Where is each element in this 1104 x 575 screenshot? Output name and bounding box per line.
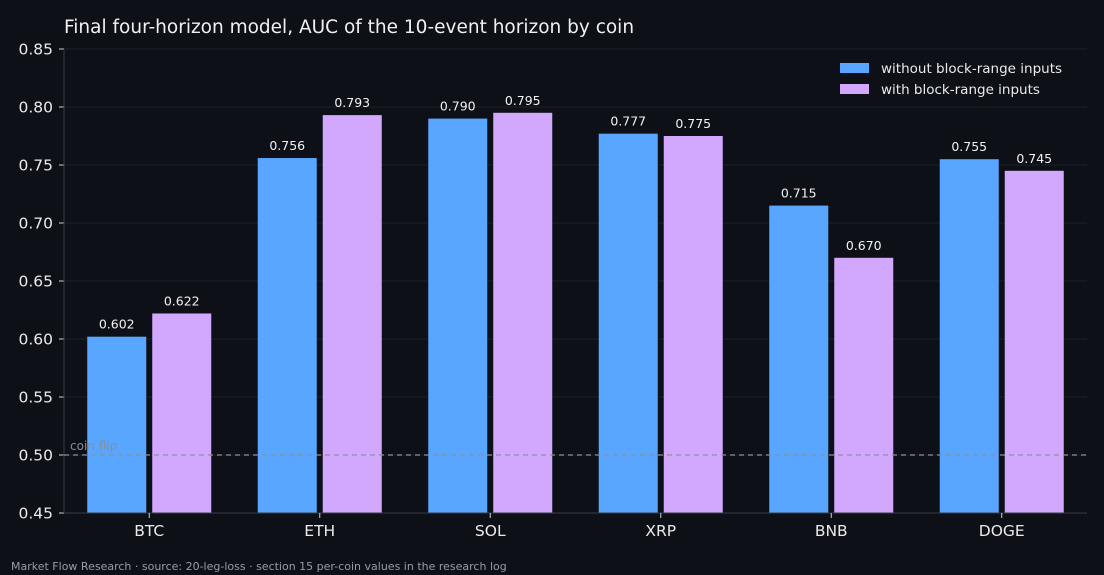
x-tick-label: BNB [815, 522, 848, 540]
x-tick-label: DOGE [979, 522, 1025, 540]
legend-swatch [840, 63, 869, 73]
y-tick-label: 0.55 [18, 389, 53, 407]
data-label: 0.715 [781, 186, 817, 201]
data-label: 0.755 [951, 139, 987, 154]
footer-note: Market Flow Research · source: 20-leg-lo… [11, 560, 507, 573]
x-tick-label: SOL [475, 522, 506, 540]
x-tick-label: BTC [134, 522, 164, 540]
bar-bnb-without [769, 205, 829, 513]
coin-flip-reference: coin flip [64, 439, 1087, 456]
bars: 0.602 0.622 0.756 0.793 0.790 0.795 0.777 0.775… [87, 93, 1064, 514]
bar-eth-without [257, 158, 317, 514]
y-tick-label: 0.60 [18, 331, 53, 349]
grid-lines [64, 48, 1087, 514]
bar-sol-with [493, 112, 553, 514]
bar-sol-without [428, 118, 488, 513]
bar-doge-without [939, 159, 999, 513]
axes: 0.45 0.50 0.55 0.60 0.65 0.70 0.75 0.80 0.85 BTC E… [18, 41, 1087, 540]
y-tick-label: 0.70 [18, 215, 53, 233]
chart-title: Final four-horizon model, AUC of the 10-… [64, 17, 634, 38]
data-label: 0.756 [269, 138, 305, 153]
bar-xrp-without [598, 133, 658, 513]
coin-flip-label: coin flip [70, 439, 117, 453]
bar-xrp-with [663, 136, 723, 513]
bar-eth-with [322, 115, 382, 514]
bar-btc-with [152, 313, 212, 513]
data-label: 0.790 [440, 99, 476, 114]
legend-swatch [840, 84, 869, 94]
data-label: 0.777 [610, 114, 646, 129]
x-tick-label: ETH [304, 522, 335, 540]
y-tick-label: 0.50 [18, 447, 53, 465]
bar-bnb-with [834, 257, 894, 513]
bar-doge-with [1004, 170, 1064, 514]
legend-label: without block-range inputs [881, 61, 1062, 77]
data-label: 0.602 [99, 317, 135, 332]
legend: without block-range inputs with block-ran… [840, 61, 1062, 98]
legend-label: with block-range inputs [881, 82, 1040, 98]
y-tick-label: 0.65 [18, 273, 53, 291]
data-label: 0.775 [675, 116, 711, 131]
data-label: 0.793 [334, 95, 370, 110]
data-label: 0.795 [505, 93, 541, 108]
data-label: 0.622 [164, 293, 200, 308]
bar-btc-without [87, 336, 147, 513]
y-tick-label: 0.75 [18, 157, 53, 175]
y-tick-label: 0.85 [18, 41, 53, 59]
y-tick-label: 0.80 [18, 99, 53, 117]
y-tick-label: 0.45 [18, 505, 53, 523]
x-tick-label: XRP [645, 522, 676, 540]
data-label: 0.745 [1016, 151, 1052, 166]
data-label: 0.670 [846, 238, 882, 253]
